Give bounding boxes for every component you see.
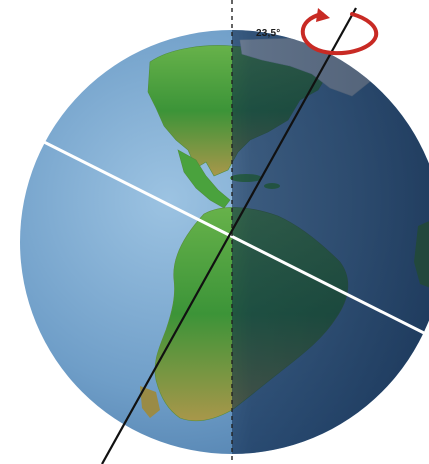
rotation-arrow [300,8,379,56]
axial-tilt-label: 23,5° [256,28,281,39]
central-america-landmass [177,149,231,209]
equator-line [39,138,427,336]
night-shadow [232,30,429,454]
rotation-axis [101,7,357,464]
southern-tip [140,386,160,418]
